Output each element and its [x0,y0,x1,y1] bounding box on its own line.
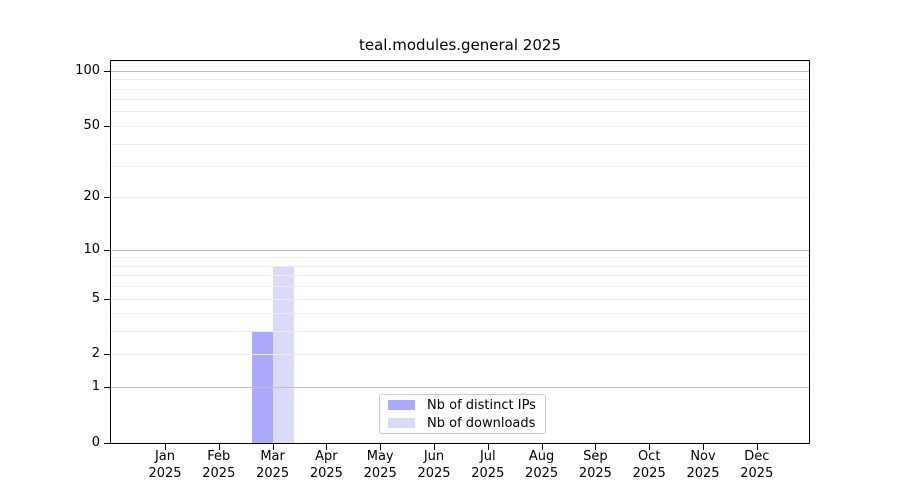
x-tick-label-sep-2025: Sep 2025 [578,449,612,481]
gridline-minor-30 [111,166,809,167]
x-tick-dec-2025 [756,444,758,450]
gridline-minor-9 [111,257,809,259]
gridline-minor-3 [111,331,809,333]
gridline-minor-40 [111,143,809,145]
x-tick-label-may-2025: May 2025 [363,449,397,481]
chart-title: teal.modules.general 2025 [359,36,561,54]
x-tick-mar-2025 [272,444,274,450]
x-tick-label-feb-2025: Feb 2025 [202,449,236,481]
x-tick-jul-2025 [487,444,489,450]
gridline-minor-6 [111,286,809,288]
y-tick-50 [104,125,110,127]
legend-label-distinct-ips: Nb of distinct IPs [427,397,536,413]
y-tick-5 [104,298,110,300]
x-tick-label-apr-2025: Apr 2025 [309,449,343,481]
gridline-major-100 [111,70,809,72]
x-tick-label-oct-2025: Oct 2025 [632,449,666,481]
legend: Nb of distinct IPs Nb of downloads [379,394,546,434]
y-tick-label-0: 0 [91,435,100,450]
x-tick-jan-2025 [165,444,166,450]
legend-label-downloads: Nb of downloads [427,415,536,431]
y-tick-0 [104,443,110,444]
gridline-minor-50 [111,125,809,127]
x-tick-label-jul-2025: Jul 2025 [471,449,505,481]
gridline-major-10 [111,249,809,251]
gridline-major-1 [111,387,809,389]
x-tick-aug-2025 [541,444,543,450]
x-tick-oct-2025 [649,444,651,450]
y-tick-label-2: 2 [91,346,100,362]
x-tick-label-dec-2025: Dec 2025 [740,449,774,481]
plot-area: Nb of distinct IPs Nb of downloads [110,60,810,444]
gridline-minor-20 [111,197,809,199]
y-tick-label-50: 50 [83,117,100,133]
grid-layer [111,61,809,443]
gridline-minor-70 [111,99,809,101]
x-tick-label-jun-2025: Jun 2025 [417,449,451,481]
legend-item-downloads: Nb of downloads [388,416,537,431]
gridline-minor-60 [111,111,809,113]
y-tick-1 [104,387,110,389]
x-tick-may-2025 [380,444,382,450]
y-tick-100 [104,70,110,72]
y-tick-10 [104,249,110,251]
legend-item-distinct-ips: Nb of distinct IPs [388,398,537,413]
gridline-minor-5 [111,298,809,300]
y-tick-label-100: 100 [75,62,100,78]
x-tick-label-mar-2025: Mar 2025 [256,449,290,481]
x-tick-label-jan-2025: Jan 2025 [148,449,182,481]
gridline-minor-8 [111,265,809,267]
x-tick-label-aug-2025: Aug 2025 [525,449,559,481]
gridline-minor-80 [111,88,809,90]
y-tick-label-10: 10 [83,241,100,257]
x-tick-feb-2025 [218,444,220,450]
y-tick-label-1: 1 [91,379,100,395]
y-tick-label-20: 20 [83,189,100,205]
x-tick-nov-2025 [703,444,704,450]
gridline-minor-90 [111,79,809,81]
x-tick-apr-2025 [326,444,328,450]
legend-swatch-downloads [388,418,415,428]
gridline-minor-4 [111,313,809,315]
gridline-minor-2 [111,354,809,356]
y-tick-label-5: 5 [91,290,100,306]
x-tick-label-nov-2025: Nov 2025 [686,449,720,481]
x-tick-sep-2025 [595,444,597,450]
legend-swatch-distinct-ips [388,400,415,410]
gridline-minor-7 [111,275,809,277]
x-tick-jun-2025 [434,444,435,450]
y-tick-2 [104,354,110,356]
y-tick-20 [104,197,110,199]
